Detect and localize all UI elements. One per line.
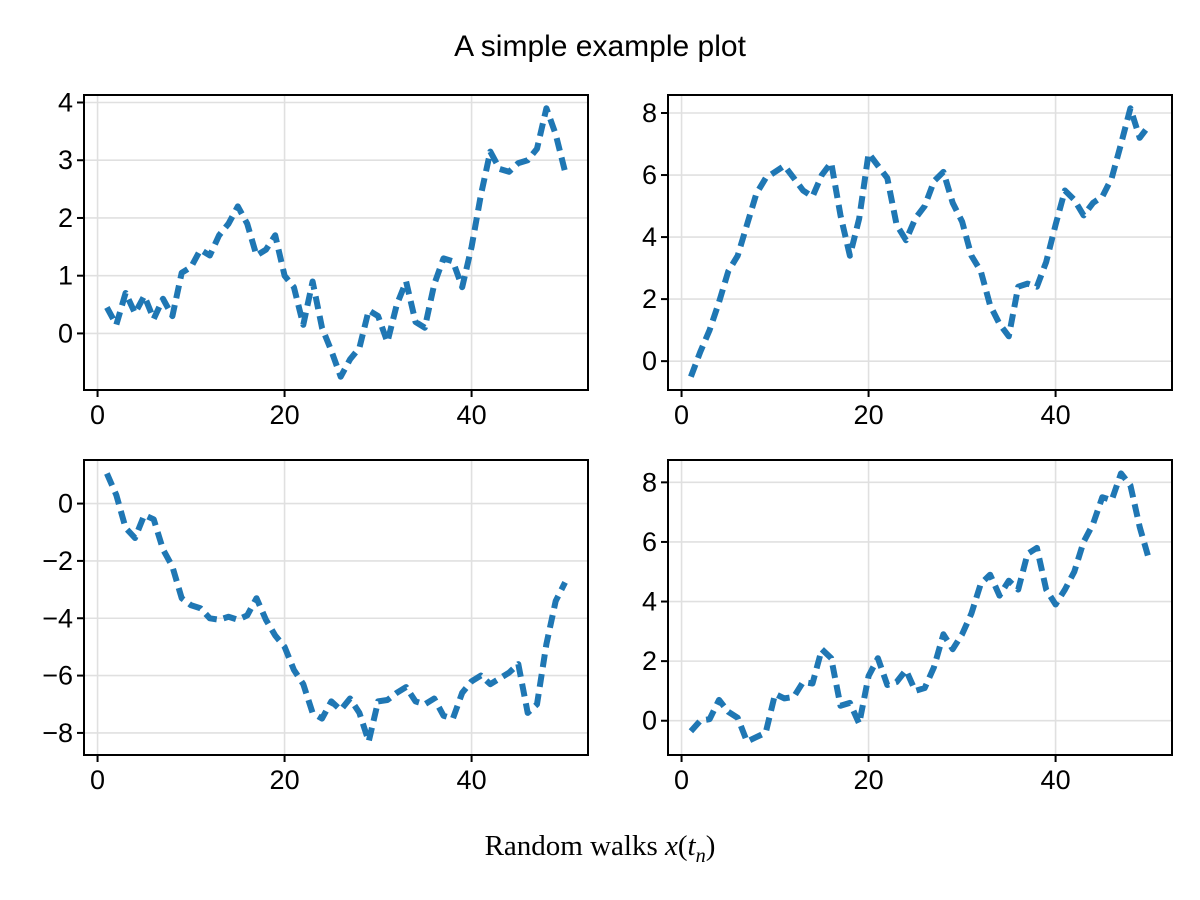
series-line-top-left [104,105,569,380]
axes-spines [667,94,1173,391]
x-tick-label: 20 [270,400,300,430]
subplot-top-left: 0 20 40 0 1 2 3 4 [40,85,600,435]
y-tick-label: 4 [58,88,73,118]
y-tick-label: 3 [58,145,73,175]
y-tick-label: 0 [58,489,73,519]
chart-bottom-left: 0 20 40 0 −2 −4 −6 −8 [42,459,589,795]
figure-caption: Random walks x(tn) [0,830,1200,868]
y-tick-label: 0 [642,346,657,376]
axes-spines [667,459,1173,756]
x-tick-label: 20 [270,765,300,795]
y-tick-label: 0 [58,318,73,348]
y-tick-label: 6 [642,527,657,557]
y-tick-label: 1 [58,261,73,291]
chart-bottom-right: 0 20 40 0 2 4 6 8 [642,459,1173,795]
y-tick-label: −8 [42,718,73,748]
series-line-bottom-right [688,470,1152,745]
y-tick-label: 8 [642,467,657,497]
y-tick-label: 2 [58,203,73,233]
x-tick-label: 40 [457,400,487,430]
chart-top-left: 0 20 40 0 1 2 3 4 [58,88,589,430]
y-tick-label: 4 [642,222,657,252]
subplot-bottom-right: 0 20 40 0 2 4 6 8 [624,450,1184,800]
y-tick-label: 8 [642,98,657,128]
subplot-bottom-left: 0 20 40 0 −2 −4 −6 −8 [40,450,600,800]
x-tick-label: 40 [1041,765,1071,795]
caption-paren-close: ) [705,830,716,862]
y-tick-label: −4 [42,603,73,633]
y-tick-label: 6 [642,160,657,190]
y-tick-label: 2 [642,284,657,314]
x-tick-label: 20 [854,400,884,430]
chart-top-right: 0 20 40 0 2 4 6 8 [642,94,1173,430]
y-tick-label: −6 [42,661,73,691]
y-tick-label: 0 [642,706,657,736]
x-tick-label: 40 [457,765,487,795]
axes-spines [83,459,589,756]
caption-paren-open: ( [677,830,688,862]
x-tick-label: 0 [90,765,105,795]
caption-var-t: t [687,830,696,862]
y-tick-label: 2 [642,646,657,676]
axes-spines [83,94,589,391]
caption-var-x: x [665,830,678,862]
series-line-bottom-left [104,472,568,745]
x-tick-label: 40 [1041,400,1071,430]
x-tick-label: 0 [90,400,105,430]
y-tick-label: −2 [42,546,73,576]
y-tick-label: 4 [642,587,657,617]
figure-title: A simple example plot [454,30,746,63]
caption-subscript-n: n [695,844,706,867]
x-tick-label: 20 [854,765,884,795]
x-tick-label: 0 [674,400,689,430]
series-line-top-right [688,105,1152,378]
caption-text: Random walks [484,830,665,862]
x-tick-label: 0 [674,765,689,795]
subplot-top-right: 0 20 40 0 2 4 6 8 [624,85,1184,435]
